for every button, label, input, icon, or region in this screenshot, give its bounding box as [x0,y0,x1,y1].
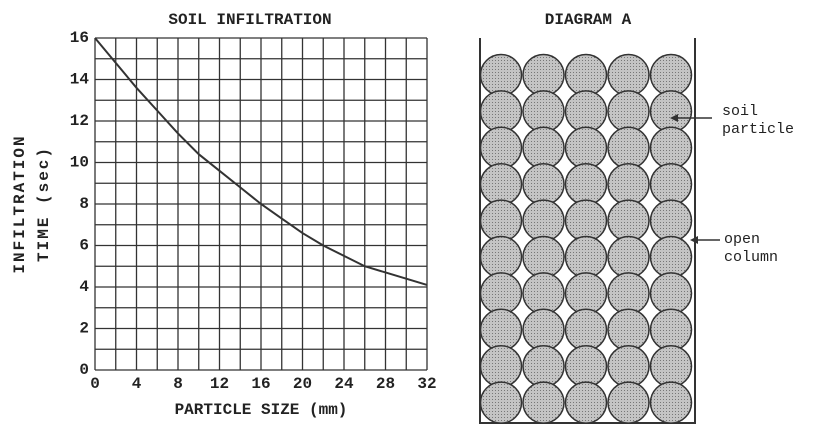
label-line: particle [722,121,794,138]
y-tick-label: 4 [79,278,89,296]
soil-particle [651,309,692,350]
soil-particle [523,309,564,350]
x-tick-label: 16 [251,375,270,393]
soil-particle [651,91,692,132]
soil-particle [481,55,522,96]
y-tick-label: 10 [70,154,89,172]
x-tick-label: 24 [334,375,354,393]
soil-particle [608,127,649,168]
soil-particle [481,273,522,314]
soil-particle [566,382,607,423]
soil-particle [651,273,692,314]
soil-particle [523,55,564,96]
soil-particle [481,164,522,205]
x-tick-label: 28 [376,375,395,393]
page: SOIL INFILTRATION PARTICLE SIZE (mm) INF… [0,0,819,425]
x-tick-label: 0 [90,375,100,393]
figure: SOIL INFILTRATION PARTICLE SIZE (mm) INF… [0,0,819,425]
y-tick-label: 0 [79,361,89,379]
soil-particle [566,91,607,132]
x-axis-label: PARTICLE SIZE (mm) [175,401,348,419]
soil-particle [608,237,649,278]
y-tick-label: 12 [70,112,89,130]
chart-title: SOIL INFILTRATION [168,11,331,29]
soil-particle [566,55,607,96]
soil-particle [651,382,692,423]
soil-particle [523,200,564,241]
soil-particle [608,346,649,387]
soil-particle [481,309,522,350]
soil-particle [608,309,649,350]
diagram-title: DIAGRAM A [545,11,632,29]
x-tick-label: 20 [293,375,312,393]
soil-particle [608,273,649,314]
soil-particle [608,91,649,132]
soil-particle [523,237,564,278]
soil-particle [651,200,692,241]
soil-particle [523,273,564,314]
soil-particle [608,382,649,423]
soil-particle [566,164,607,205]
y-axis-label: INFILTRATION [11,134,29,273]
soil-particle [651,55,692,96]
soil-particle [481,346,522,387]
soil-particle [651,164,692,205]
soil-particle [566,309,607,350]
soil-particle [523,346,564,387]
y-axis-label: TIME (sec) [35,146,53,262]
y-tick-label: 6 [79,237,89,255]
soil-particle [566,237,607,278]
soil-particle [566,200,607,241]
particles [481,55,692,424]
soil-particle [651,237,692,278]
soil-particle [566,127,607,168]
soil-particle [566,346,607,387]
soil-particle [651,127,692,168]
soil-particle [523,164,564,205]
y-tick-label: 8 [79,195,89,213]
soil-particle [481,382,522,423]
soil-particle [481,127,522,168]
soil-particle [481,91,522,132]
soil-particle [608,200,649,241]
x-tick-label: 8 [173,375,183,393]
soil-particle [481,237,522,278]
y-tick-label: 2 [79,320,89,338]
y-tick-label: 14 [70,71,90,89]
soil-particle [608,164,649,205]
soil-particle [523,127,564,168]
soil-particle [608,55,649,96]
soil-particle [566,273,607,314]
x-tick-label: 4 [132,375,142,393]
y-tick-label: 16 [70,29,89,47]
soil-particle [651,346,692,387]
x-tick-label: 12 [210,375,229,393]
label-line: column [724,249,778,266]
soil-particle [481,200,522,241]
label-line: soil [722,103,758,120]
soil-particle [523,382,564,423]
diagram: DIAGRAM A soil particle open column [480,11,794,423]
x-tick-label: 32 [417,375,436,393]
label-line: open [724,231,760,248]
soil-particle [523,91,564,132]
